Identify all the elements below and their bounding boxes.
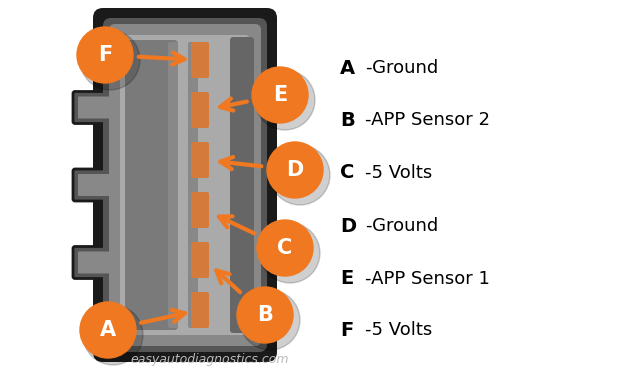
- Circle shape: [77, 27, 133, 83]
- Text: E: E: [340, 270, 353, 288]
- FancyBboxPatch shape: [73, 169, 115, 201]
- Circle shape: [260, 223, 320, 283]
- FancyBboxPatch shape: [191, 42, 209, 78]
- Circle shape: [267, 142, 323, 198]
- FancyArrowPatch shape: [221, 157, 261, 169]
- Text: -5 Volts: -5 Volts: [365, 164, 432, 182]
- Text: E: E: [273, 85, 287, 105]
- FancyBboxPatch shape: [191, 192, 209, 228]
- FancyBboxPatch shape: [191, 292, 209, 328]
- FancyBboxPatch shape: [78, 174, 110, 196]
- Text: F: F: [340, 321, 353, 339]
- Text: D: D: [340, 216, 356, 236]
- FancyArrowPatch shape: [220, 99, 247, 111]
- Circle shape: [80, 302, 136, 358]
- Text: -APP Sensor 1: -APP Sensor 1: [365, 270, 490, 288]
- Circle shape: [257, 220, 313, 276]
- FancyBboxPatch shape: [103, 18, 267, 352]
- Text: -Ground: -Ground: [365, 217, 438, 235]
- Text: easyautodiagnostics.com: easyautodiagnostics.com: [131, 354, 289, 366]
- Text: C: C: [340, 164, 354, 183]
- Text: B: B: [257, 305, 273, 325]
- Circle shape: [252, 67, 308, 123]
- FancyArrowPatch shape: [141, 310, 185, 323]
- Text: -Ground: -Ground: [365, 59, 438, 77]
- Text: D: D: [286, 160, 303, 180]
- FancyBboxPatch shape: [73, 92, 115, 123]
- FancyArrowPatch shape: [138, 53, 185, 64]
- FancyBboxPatch shape: [73, 246, 115, 279]
- FancyBboxPatch shape: [120, 35, 250, 335]
- FancyArrowPatch shape: [219, 216, 255, 234]
- FancyBboxPatch shape: [168, 42, 178, 328]
- Text: A: A: [340, 58, 355, 78]
- FancyArrowPatch shape: [216, 270, 240, 292]
- Text: -5 Volts: -5 Volts: [365, 321, 432, 339]
- Circle shape: [240, 290, 300, 350]
- Text: F: F: [98, 45, 112, 65]
- FancyBboxPatch shape: [191, 242, 209, 278]
- Circle shape: [80, 30, 140, 90]
- Text: B: B: [340, 111, 355, 129]
- FancyBboxPatch shape: [230, 37, 254, 333]
- Text: -APP Sensor 2: -APP Sensor 2: [365, 111, 490, 129]
- FancyBboxPatch shape: [125, 40, 178, 330]
- FancyBboxPatch shape: [93, 8, 277, 362]
- FancyBboxPatch shape: [78, 252, 110, 273]
- Text: C: C: [277, 238, 293, 258]
- Circle shape: [83, 305, 143, 365]
- Circle shape: [237, 287, 293, 343]
- Circle shape: [255, 70, 315, 130]
- FancyBboxPatch shape: [191, 142, 209, 178]
- FancyBboxPatch shape: [78, 96, 110, 118]
- FancyBboxPatch shape: [188, 42, 198, 328]
- FancyBboxPatch shape: [109, 24, 261, 346]
- FancyBboxPatch shape: [191, 92, 209, 128]
- Circle shape: [270, 145, 330, 205]
- Text: A: A: [100, 320, 116, 340]
